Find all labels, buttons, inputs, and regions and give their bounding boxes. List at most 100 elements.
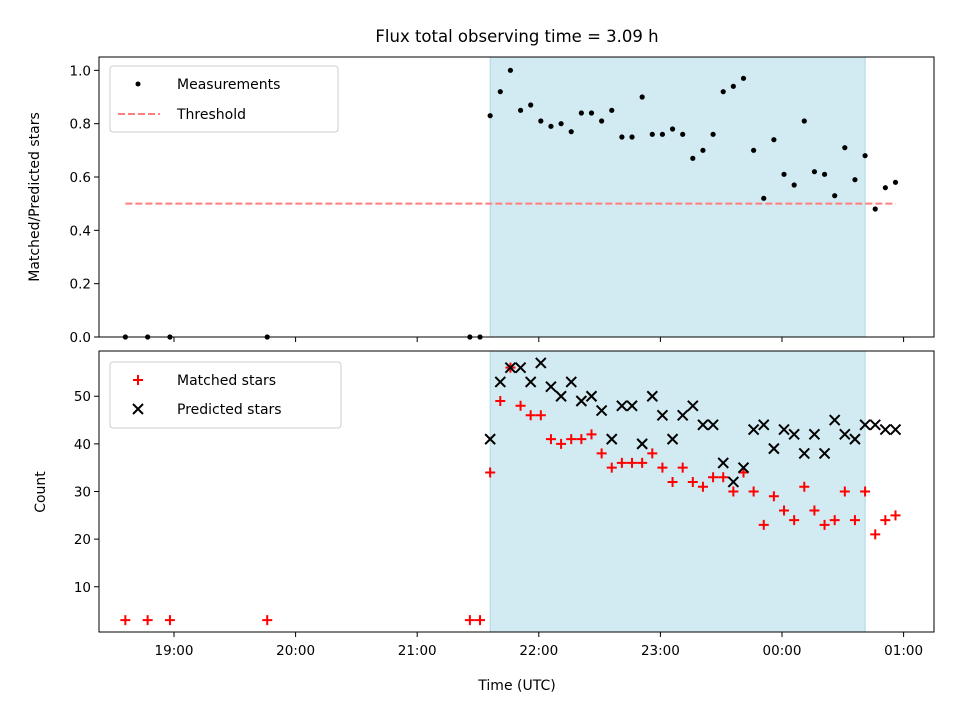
bottom-x-tick-label: 23:00 xyxy=(641,643,680,659)
top-y-tick-label: 0.6 xyxy=(70,170,91,186)
predicted-star-point xyxy=(747,423,760,436)
matched-star-point xyxy=(697,481,708,492)
matched-star-points xyxy=(120,362,901,626)
bottom-x-tick-label: 21:00 xyxy=(398,643,437,659)
measurement-point xyxy=(720,89,726,95)
matched-star-point xyxy=(525,410,536,421)
predicted-star-point xyxy=(879,423,892,436)
bottom-y-tick-label: 30 xyxy=(74,485,91,501)
measurement-point xyxy=(548,123,554,129)
measurement-point xyxy=(882,185,888,191)
matched-star-point xyxy=(809,505,820,516)
measurement-point xyxy=(568,129,574,135)
predicted-star-point xyxy=(606,433,618,445)
predicted-star-point xyxy=(818,447,831,460)
measurement-points xyxy=(122,67,899,340)
top-y-tick-label: 0.0 xyxy=(70,330,91,346)
top-panel: 0.0 0.2 0.4 0.6 0.8 1.0 Matched/Predicted sta… xyxy=(27,56,935,346)
predicted-legend-label: Predicted stars xyxy=(177,402,282,418)
matched-star-point xyxy=(667,476,678,487)
matched-star-point xyxy=(647,448,658,459)
bottom-panel: 10 20 30 40 50 19:00 20:00 21:00 22:00 23:00 00:0… xyxy=(33,350,935,694)
matched-star-point xyxy=(464,615,475,626)
matched-star-point xyxy=(860,486,871,497)
measurement-point xyxy=(629,134,635,140)
predicted-star-point xyxy=(524,376,537,388)
top-y-axis-label: Matched/Predicted stars xyxy=(27,112,43,282)
predicted-star-point xyxy=(869,419,881,431)
matched-legend-marker xyxy=(133,375,143,385)
predicted-star-point xyxy=(504,361,517,374)
measurement-point xyxy=(781,171,787,177)
predicted-star-point xyxy=(798,447,810,460)
top-axes-frame xyxy=(98,56,935,338)
predicted-star-point xyxy=(646,390,658,402)
measurement-point xyxy=(842,145,848,151)
matched-star-point xyxy=(748,486,759,497)
matched-star-point xyxy=(819,519,830,530)
predicted-star-point xyxy=(494,376,506,388)
matched-star-point xyxy=(799,481,810,492)
top-y-tick-label: 0.8 xyxy=(70,117,91,133)
measurement-point xyxy=(791,182,797,188)
predicted-star-point xyxy=(687,400,699,412)
matched-star-point xyxy=(566,434,577,445)
matched-star-point xyxy=(545,434,556,445)
predicted-star-point xyxy=(626,400,638,412)
matched-star-point xyxy=(120,615,131,626)
matched-star-point xyxy=(515,400,526,411)
predicted-star-point xyxy=(737,461,750,474)
matched-star-point xyxy=(687,476,698,487)
predicted-star-point xyxy=(484,433,496,445)
matched-star-point xyxy=(142,615,153,626)
x-axis-label: Time (UTC) xyxy=(477,678,555,694)
measurement-point xyxy=(669,126,676,132)
bottom-y-ticks: 10 20 30 40 50 xyxy=(74,389,99,596)
matched-star-point xyxy=(596,448,607,459)
measurement-point xyxy=(801,118,807,124)
measurement-point xyxy=(649,131,655,137)
predicted-star-point xyxy=(859,419,871,431)
bottom-y-tick-label: 40 xyxy=(74,437,91,453)
matched-star-point xyxy=(616,457,627,468)
predicted-star-point xyxy=(616,400,628,412)
predicted-star-point xyxy=(514,361,527,374)
measurement-point xyxy=(558,121,564,127)
bottom-observing-span xyxy=(489,350,866,633)
matched-star-point xyxy=(637,457,648,468)
measurement-point xyxy=(619,134,625,140)
measurement-point xyxy=(517,107,524,113)
predicted-star-point xyxy=(636,438,648,450)
bottom-y-axis-label: Count xyxy=(33,471,49,513)
predicted-star-point xyxy=(828,414,841,426)
predicted-star-point xyxy=(889,423,902,436)
bottom-x-tick-label: 01:00 xyxy=(884,643,923,659)
measurement-point xyxy=(528,102,534,108)
predicted-star-point xyxy=(839,428,851,441)
measurements-legend-label: Measurements xyxy=(177,77,280,93)
bottom-legend: Matched stars Predicted stars xyxy=(109,361,342,429)
predicted-star-point xyxy=(788,428,800,441)
matched-star-point xyxy=(789,515,800,526)
top-legend-box xyxy=(109,65,339,133)
top-observing-span xyxy=(489,56,866,338)
threshold-legend-label: Threshold xyxy=(176,107,246,123)
measurement-point xyxy=(609,107,615,113)
matched-star-point xyxy=(606,462,617,473)
measurement-point xyxy=(821,171,828,177)
matched-star-point xyxy=(728,486,739,497)
matched-star-point xyxy=(627,457,638,468)
matched-star-point xyxy=(495,396,506,407)
measurement-point xyxy=(811,169,818,175)
matched-star-point xyxy=(738,467,749,478)
bottom-x-tick-label: 22:00 xyxy=(519,643,558,659)
predicted-star-point xyxy=(545,381,557,393)
matched-star-point xyxy=(586,429,597,440)
measurement-point xyxy=(862,153,868,159)
predicted-star-point xyxy=(717,457,729,469)
predicted-star-point xyxy=(697,419,709,431)
measurement-point xyxy=(832,193,838,199)
measurement-point xyxy=(578,110,584,116)
predicted-star-point xyxy=(849,433,861,445)
predicted-star-point xyxy=(758,419,770,431)
